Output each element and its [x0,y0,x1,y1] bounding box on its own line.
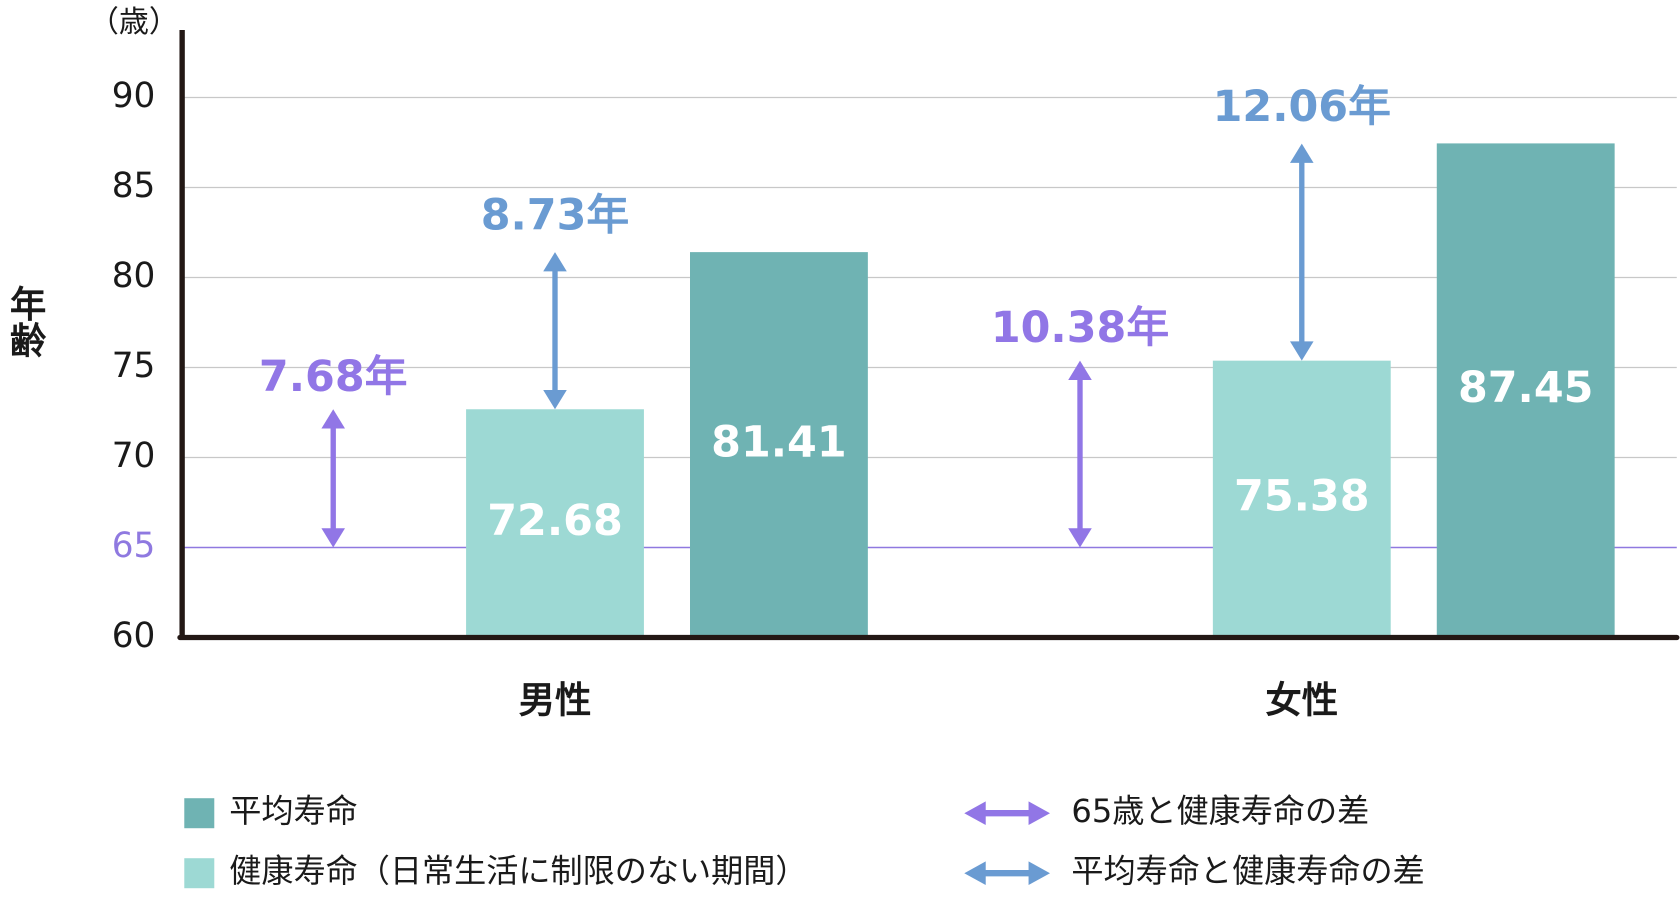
legend-label: 平均寿命と健康寿命の差 [1071,852,1424,890]
arrow-head [543,389,567,410]
legend-arrow-part [1028,801,1050,825]
arrow-head [1290,143,1314,163]
y-tick-label: 90 [112,76,156,116]
difference-arrow [321,409,345,548]
arrow-head [543,252,567,272]
legend-arrow-part [964,801,986,825]
arrow-value-label: 8.73年 [481,190,630,240]
y-tick-label: 60 [112,616,156,656]
arrow-head [321,528,345,548]
y-tick-label: 80 [112,256,156,296]
difference-arrow [1290,143,1314,361]
legend-label: 健康寿命（日常生活に制限のない期間） [229,852,807,890]
bar [690,252,868,638]
arrow-value-label: 10.38年 [991,303,1169,353]
legend-arrow [964,801,1050,825]
bar [1436,143,1615,638]
difference-arrow [543,252,567,410]
legend-swatch [184,798,215,829]
y-axis-title: 年齢 [4,285,47,358]
y-unit-label: （歳） [89,5,179,40]
difference-arrow [1068,360,1092,548]
bar-value-label: 72.68 [487,496,623,546]
bar [466,409,644,638]
legend-label: 平均寿命 [229,792,358,830]
legend-arrow-part [964,861,986,885]
legend-swatch [184,858,215,889]
bar-value-label: 81.41 [711,417,847,467]
arrow-head [1290,341,1314,361]
legend-label: 65歳と健康寿命の差 [1071,792,1369,830]
bar [1212,360,1391,638]
legend-arrow-part [1028,861,1050,885]
y-tick-label: 75 [112,346,156,386]
y-tick-label: 85 [112,166,156,206]
bar-value-label: 87.45 [1458,363,1594,413]
legend-arrow [964,861,1050,885]
arrow-head [321,409,345,429]
y-tick-label: 70 [112,436,156,476]
y-tick-label: 65 [112,526,156,566]
bar-value-label: 75.38 [1234,472,1370,522]
x-tick-label: 男性 [519,678,592,721]
arrow-value-label: 12.06年 [1213,82,1391,132]
arrow-head [1068,528,1092,548]
arrow-value-label: 7.68年 [259,352,408,402]
arrow-head [1068,360,1092,380]
x-tick-label: 女性 [1265,678,1338,721]
